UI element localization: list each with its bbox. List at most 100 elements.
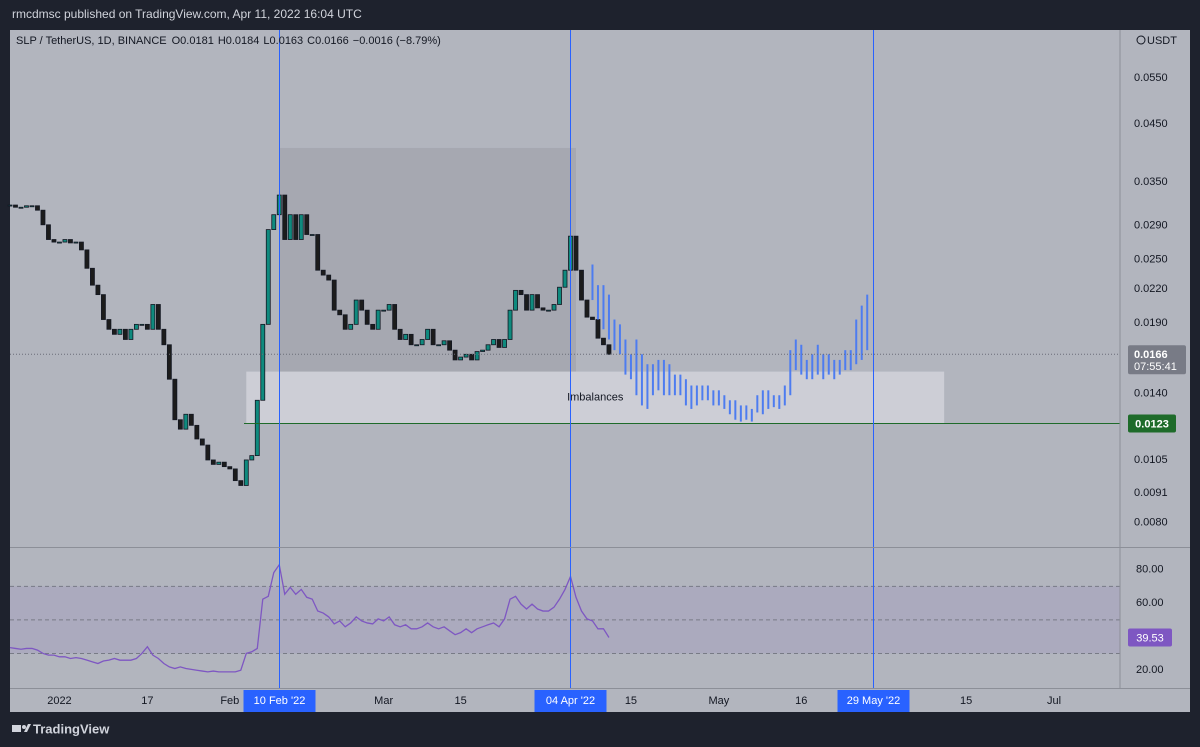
candle [469, 353, 474, 361]
rsi-tick-label: 60.00 [1136, 597, 1164, 609]
candle [304, 214, 310, 235]
candle [403, 333, 409, 340]
footer-brand: TradingView [33, 721, 110, 736]
hline-tag-label: 0.0123 [1135, 418, 1169, 430]
y-tick-label: 0.0250 [1134, 254, 1168, 266]
candle [227, 466, 233, 470]
candle [24, 205, 29, 208]
candle [595, 319, 601, 339]
candle [106, 319, 112, 330]
last-price-tag [1128, 345, 1186, 375]
candle [194, 424, 200, 440]
candle [210, 459, 216, 465]
candle [90, 267, 95, 286]
rsi-line [9, 563, 610, 673]
candle [590, 316, 595, 320]
y-tick-label: 0.0190 [1134, 317, 1168, 329]
rsi-value-tag [1128, 628, 1172, 647]
candle [326, 274, 332, 281]
candle [183, 413, 189, 430]
candle [320, 269, 326, 276]
candle [287, 214, 293, 240]
rsi-tick-label: 80.00 [1136, 564, 1164, 576]
zone-label: Imbalances [567, 391, 624, 403]
hline-tag [1128, 414, 1176, 433]
candle [139, 323, 145, 326]
candle [518, 289, 524, 296]
date-tag-label: 10 Feb '22 [254, 695, 306, 707]
x-tick-label: 15 [454, 695, 466, 707]
candle [458, 356, 463, 361]
candle [298, 214, 304, 240]
date-tag [243, 690, 316, 712]
candle [546, 309, 551, 312]
date-tag-label: 29 May '22 [847, 695, 900, 707]
candle [359, 299, 365, 311]
header-title: rmcdmsc published on TradingView.com, Ap… [12, 7, 362, 21]
candle [562, 269, 568, 288]
last-price-label: 0.0166 [1134, 349, 1168, 361]
candle [271, 214, 277, 230]
x-tick-label: 15 [960, 695, 972, 707]
candle [150, 304, 156, 330]
candle [425, 328, 431, 340]
x-tick-label: Mar [374, 695, 393, 707]
logo-shape [24, 724, 31, 732]
candle [375, 309, 381, 330]
candle [601, 337, 606, 346]
date-tag [534, 690, 607, 712]
candle [342, 314, 348, 330]
candle [112, 328, 117, 335]
currency-icon [1136, 35, 1146, 45]
candle [348, 323, 354, 330]
candle [524, 294, 529, 311]
low: L0.0163 [263, 35, 303, 47]
high: H0.0184 [218, 35, 260, 47]
candle [557, 286, 562, 305]
y-tick-label: 0.0220 [1134, 283, 1168, 295]
candle [535, 294, 540, 309]
candle [491, 339, 496, 346]
candle [579, 269, 584, 301]
y-tick-label: 0.0350 [1134, 176, 1168, 188]
candle [370, 323, 376, 330]
candle [35, 205, 40, 211]
candle [161, 328, 167, 346]
candle [199, 438, 205, 446]
candle [309, 234, 315, 236]
x-tick-label: Jul [1047, 695, 1061, 707]
y-tick-label: 0.0140 [1134, 387, 1168, 399]
candle [216, 461, 222, 465]
candle [447, 340, 453, 351]
candle [101, 294, 106, 320]
y-tick-label: 0.0450 [1134, 118, 1168, 130]
candle [155, 304, 161, 330]
rsi-tick-label: 20.00 [1136, 664, 1164, 676]
candle [62, 239, 68, 243]
candle [392, 304, 398, 330]
candle [166, 344, 172, 380]
candle [513, 289, 518, 311]
candle [254, 399, 260, 457]
x-tick-label: 15 [625, 695, 637, 707]
candle [79, 241, 84, 251]
candle [249, 455, 255, 461]
candle [430, 328, 436, 346]
x-tick-label: 2022 [47, 695, 71, 707]
candle [507, 309, 513, 340]
rsi-value-label: 39.53 [1136, 632, 1164, 644]
candle [18, 206, 24, 209]
candle [51, 239, 57, 243]
y-tick-label: 0.0080 [1134, 517, 1168, 529]
candle [452, 349, 458, 361]
legend: SLP / TetherUS, 1D, BINANCE O0.0181 H0.018… [16, 35, 441, 47]
date-tag-label: 04 Apr '22 [546, 695, 595, 707]
candle [397, 328, 403, 340]
candle [117, 328, 123, 335]
candle [177, 419, 183, 430]
chart-background [10, 30, 1190, 712]
candle [144, 323, 150, 330]
candle [540, 307, 546, 311]
candle [282, 194, 288, 240]
